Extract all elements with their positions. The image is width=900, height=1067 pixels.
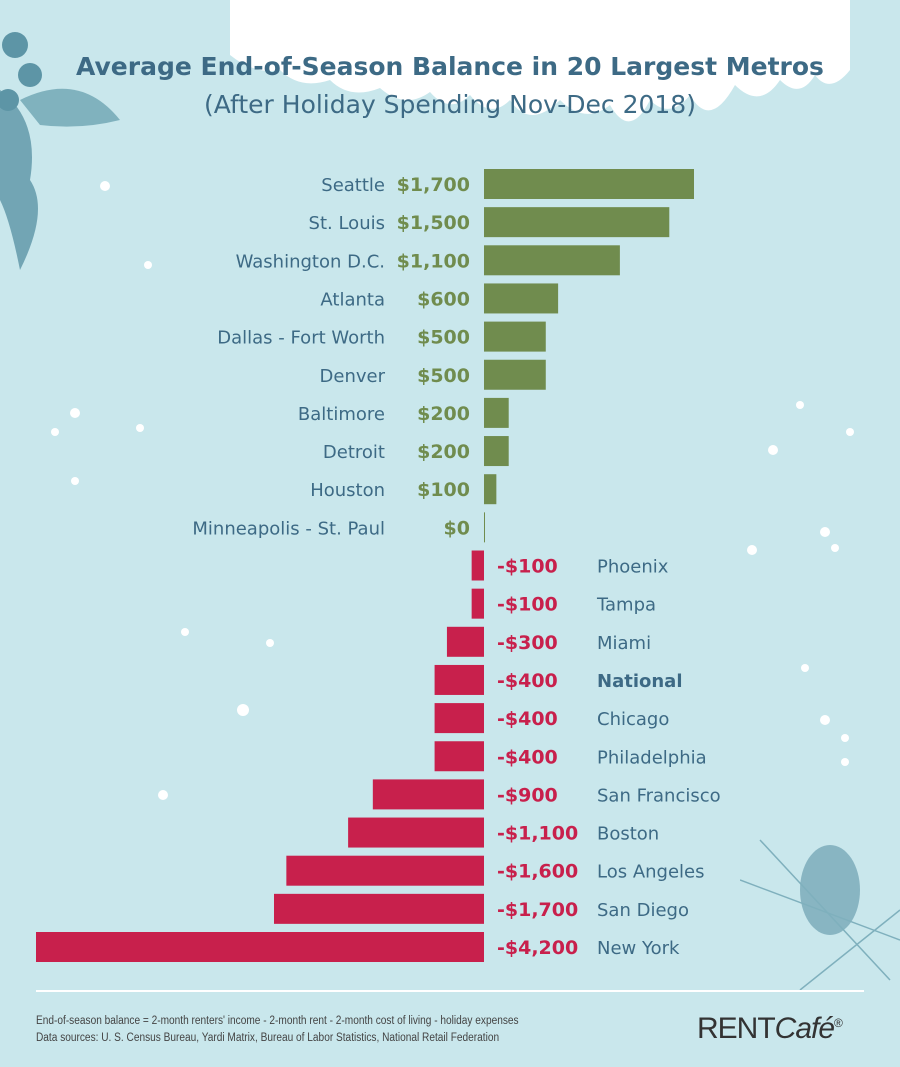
chart-subtitle: (After Holiday Spending Nov-Dec 2018) xyxy=(204,90,696,119)
data-label: $500 xyxy=(417,327,470,349)
bar-chicago xyxy=(434,703,484,734)
data-label: -$300 xyxy=(497,632,558,654)
bar-baltimore xyxy=(484,397,509,428)
data-label: -$1,600 xyxy=(497,861,578,883)
category-label: Philadelphia xyxy=(597,747,707,768)
bar-st-louis xyxy=(484,207,670,238)
snowflake xyxy=(768,445,778,455)
bar-denver xyxy=(484,359,546,390)
snowflake xyxy=(841,758,849,766)
category-label: San Francisco xyxy=(597,785,721,806)
bar-san-diego xyxy=(274,893,484,924)
formula-note: End-of-season balance = 2-month renters'… xyxy=(36,1015,519,1027)
snowflake xyxy=(71,477,79,485)
category-label: Chicago xyxy=(597,709,669,730)
snowflake xyxy=(100,181,110,191)
bar-los-angeles xyxy=(286,855,484,886)
bar-boston xyxy=(348,817,484,848)
bar-seattle xyxy=(484,169,694,199)
data-label: -$900 xyxy=(497,784,558,806)
bar-tampa xyxy=(471,588,484,619)
category-label: Baltimore xyxy=(298,404,385,425)
snowflake xyxy=(136,424,144,432)
data-label: -$1,700 xyxy=(497,899,578,921)
category-label: Miami xyxy=(597,633,651,654)
data-label: $1,500 xyxy=(397,212,470,234)
bar-new-york xyxy=(36,932,484,962)
snowflake xyxy=(158,790,168,800)
data-sources: Data sources: U. S. Census Bureau, Yardi… xyxy=(36,1032,500,1044)
category-label: Houston xyxy=(310,480,385,501)
data-label: -$100 xyxy=(497,594,558,616)
bar-detroit xyxy=(484,436,509,467)
data-label: $200 xyxy=(417,403,470,425)
bar-washington-d-c- xyxy=(484,245,620,276)
category-label: Seattle xyxy=(321,175,385,196)
data-label: -$400 xyxy=(497,708,558,730)
data-label: $0 xyxy=(444,517,470,539)
data-label: -$400 xyxy=(497,746,558,768)
divider xyxy=(36,990,864,992)
category-label: New York xyxy=(597,938,680,959)
snowflake xyxy=(144,261,152,269)
holly-decoration xyxy=(0,32,120,270)
bar-national xyxy=(434,664,484,695)
pinecone-decoration xyxy=(740,839,900,990)
snowflake xyxy=(237,704,249,716)
bar-houston xyxy=(484,474,497,505)
category-label: Los Angeles xyxy=(597,862,705,883)
bar-minneapolis-st-paul xyxy=(484,512,485,543)
rentcafe-logo: RENTCafé® xyxy=(697,1012,843,1046)
logo-rent: RENT xyxy=(697,1012,776,1045)
bar-atlanta xyxy=(484,283,559,314)
data-label: $1,100 xyxy=(397,250,470,272)
category-label: National xyxy=(597,671,682,692)
category-label: San Diego xyxy=(597,900,689,921)
category-label: St. Louis xyxy=(309,213,385,234)
logo-cafe: Café xyxy=(774,1012,835,1045)
data-label: $500 xyxy=(417,365,470,387)
snowflake xyxy=(831,544,839,552)
snowflake xyxy=(820,527,830,537)
data-label: $100 xyxy=(417,479,470,501)
category-label: Boston xyxy=(597,824,659,845)
data-label: -$4,200 xyxy=(497,937,578,959)
snowflake xyxy=(846,428,854,436)
data-label: $600 xyxy=(417,288,470,310)
snowflake xyxy=(820,715,830,725)
logo-mark: ® xyxy=(834,1016,843,1030)
data-label: -$400 xyxy=(497,670,558,692)
bar-philadelphia xyxy=(434,741,484,772)
data-label: $1,700 xyxy=(397,174,470,196)
category-label: Tampa xyxy=(596,595,656,616)
data-label: $200 xyxy=(417,441,470,463)
category-label: Minneapolis - St. Paul xyxy=(192,518,385,539)
snowflake xyxy=(796,401,804,409)
snowflake xyxy=(181,628,189,636)
bar-chart: $1,700 Seattle $1,500 St. Louis $1,100 Washin… xyxy=(36,169,854,962)
category-label: Detroit xyxy=(323,442,385,463)
chart-title: Average End-of-Season Balance in 20 Larg… xyxy=(76,52,824,81)
snowflake xyxy=(801,664,809,672)
snowflake xyxy=(266,639,274,647)
category-label: Phoenix xyxy=(597,557,669,578)
snowflake xyxy=(51,428,59,436)
snow-decoration xyxy=(230,0,850,122)
snowflake xyxy=(841,734,849,742)
category-label: Atlanta xyxy=(320,289,385,310)
snowflake xyxy=(70,408,80,418)
category-label: Denver xyxy=(320,366,386,387)
bar-miami xyxy=(446,626,484,657)
bar-phoenix xyxy=(471,550,484,581)
data-label: -$100 xyxy=(497,556,558,578)
bar-san-francisco xyxy=(372,779,484,810)
data-label: -$1,100 xyxy=(497,823,578,845)
bar-dallas-fort-worth xyxy=(484,321,546,352)
category-label: Dallas - Fort Worth xyxy=(217,328,385,349)
snowflake xyxy=(747,545,757,555)
category-label: Washington D.C. xyxy=(236,251,385,272)
